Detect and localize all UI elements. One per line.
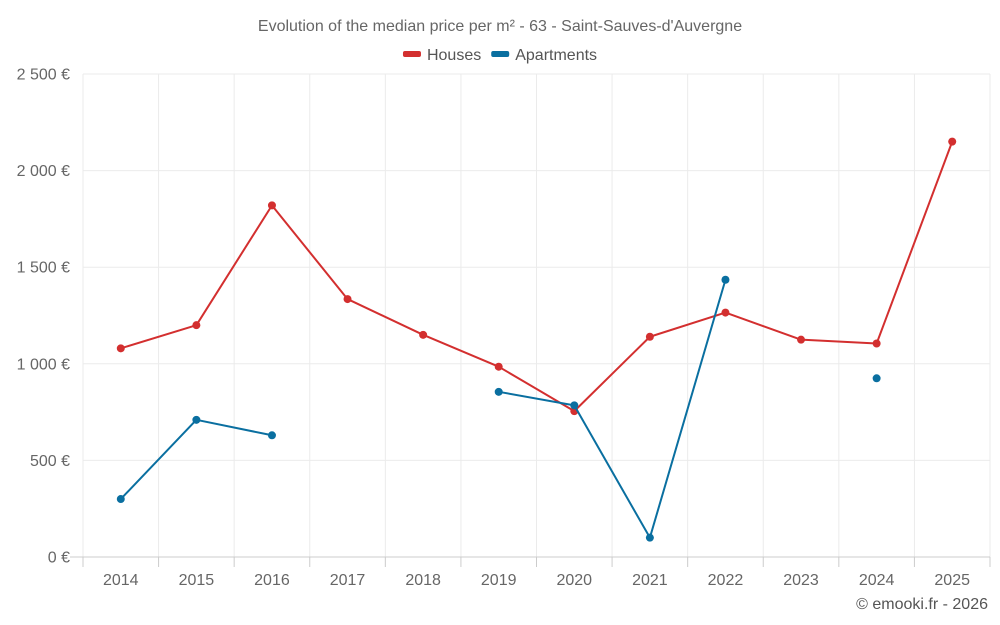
y-tick-label: 500 € [30, 453, 70, 470]
data-point[interactable] [267, 431, 276, 440]
data-point[interactable] [948, 137, 957, 146]
x-axis: 2014 2015 2016 2017 2018 2019 2020 2021 2022 2023… [70, 556, 991, 589]
data-point[interactable] [116, 344, 125, 353]
x-tick-label: 2021 [632, 572, 668, 589]
data-point[interactable] [645, 533, 654, 542]
legend-label: Apartments [515, 47, 597, 64]
series-apartments [116, 275, 881, 542]
data-point[interactable] [116, 495, 125, 504]
x-tick-label: 2014 [103, 572, 139, 589]
series-line [119, 418, 273, 501]
x-tick-label: 2015 [179, 572, 215, 589]
data-point[interactable] [494, 387, 503, 396]
x-tick-label: 2022 [708, 572, 744, 589]
x-tick-label: 2020 [556, 572, 592, 589]
data-point[interactable] [721, 275, 730, 284]
x-tick-label: 2023 [783, 572, 819, 589]
x-tick-label: 2019 [481, 572, 517, 589]
y-tick-label: 0 € [48, 550, 70, 567]
x-tick-label: 2017 [330, 572, 366, 589]
x-tick-label: 2024 [859, 572, 895, 589]
y-axis: 0 € 500 € 1 000 € 1 500 € 2 000 € 2 500 € [17, 67, 70, 567]
legend-item-houses[interactable]: Houses [402, 47, 481, 64]
legend-swatch [402, 51, 421, 57]
data-point[interactable] [872, 374, 881, 383]
y-tick-label: 2 500 € [17, 67, 70, 84]
grid [82, 73, 991, 557]
chart-title: Evolution of the median price per m² - 6… [258, 18, 742, 35]
y-tick-label: 1 000 € [17, 356, 70, 373]
data-point[interactable] [494, 362, 503, 371]
data-point[interactable] [267, 201, 276, 210]
data-point[interactable] [343, 295, 352, 304]
y-tick-label: 1 500 € [17, 260, 70, 277]
legend-label: Houses [427, 47, 481, 64]
legend-swatch [491, 51, 510, 57]
series-houses [116, 137, 957, 416]
data-point[interactable] [645, 332, 654, 341]
data-point[interactable] [419, 330, 428, 339]
legend: Houses Apartments [402, 47, 597, 64]
data-point[interactable] [192, 415, 201, 424]
data-point[interactable] [872, 339, 881, 348]
data-point[interactable] [797, 335, 806, 344]
data-point[interactable] [570, 401, 579, 410]
series-line [497, 278, 727, 539]
data-point[interactable] [721, 308, 730, 317]
data-point[interactable] [192, 321, 201, 330]
legend-item-apartments[interactable]: Apartments [491, 47, 597, 64]
series-layer [116, 137, 957, 542]
x-tick-label: 2025 [934, 572, 970, 589]
x-tick-label: 2018 [405, 572, 441, 589]
series-line [119, 140, 954, 413]
x-tick-label: 2016 [254, 572, 290, 589]
y-tick-label: 2 000 € [17, 163, 70, 180]
credit-text: © emooki.fr - 2026 [856, 596, 988, 613]
